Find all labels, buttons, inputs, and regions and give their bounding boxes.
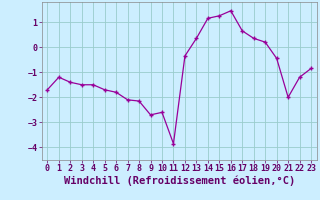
X-axis label: Windchill (Refroidissement éolien,°C): Windchill (Refroidissement éolien,°C) [64,176,295,186]
